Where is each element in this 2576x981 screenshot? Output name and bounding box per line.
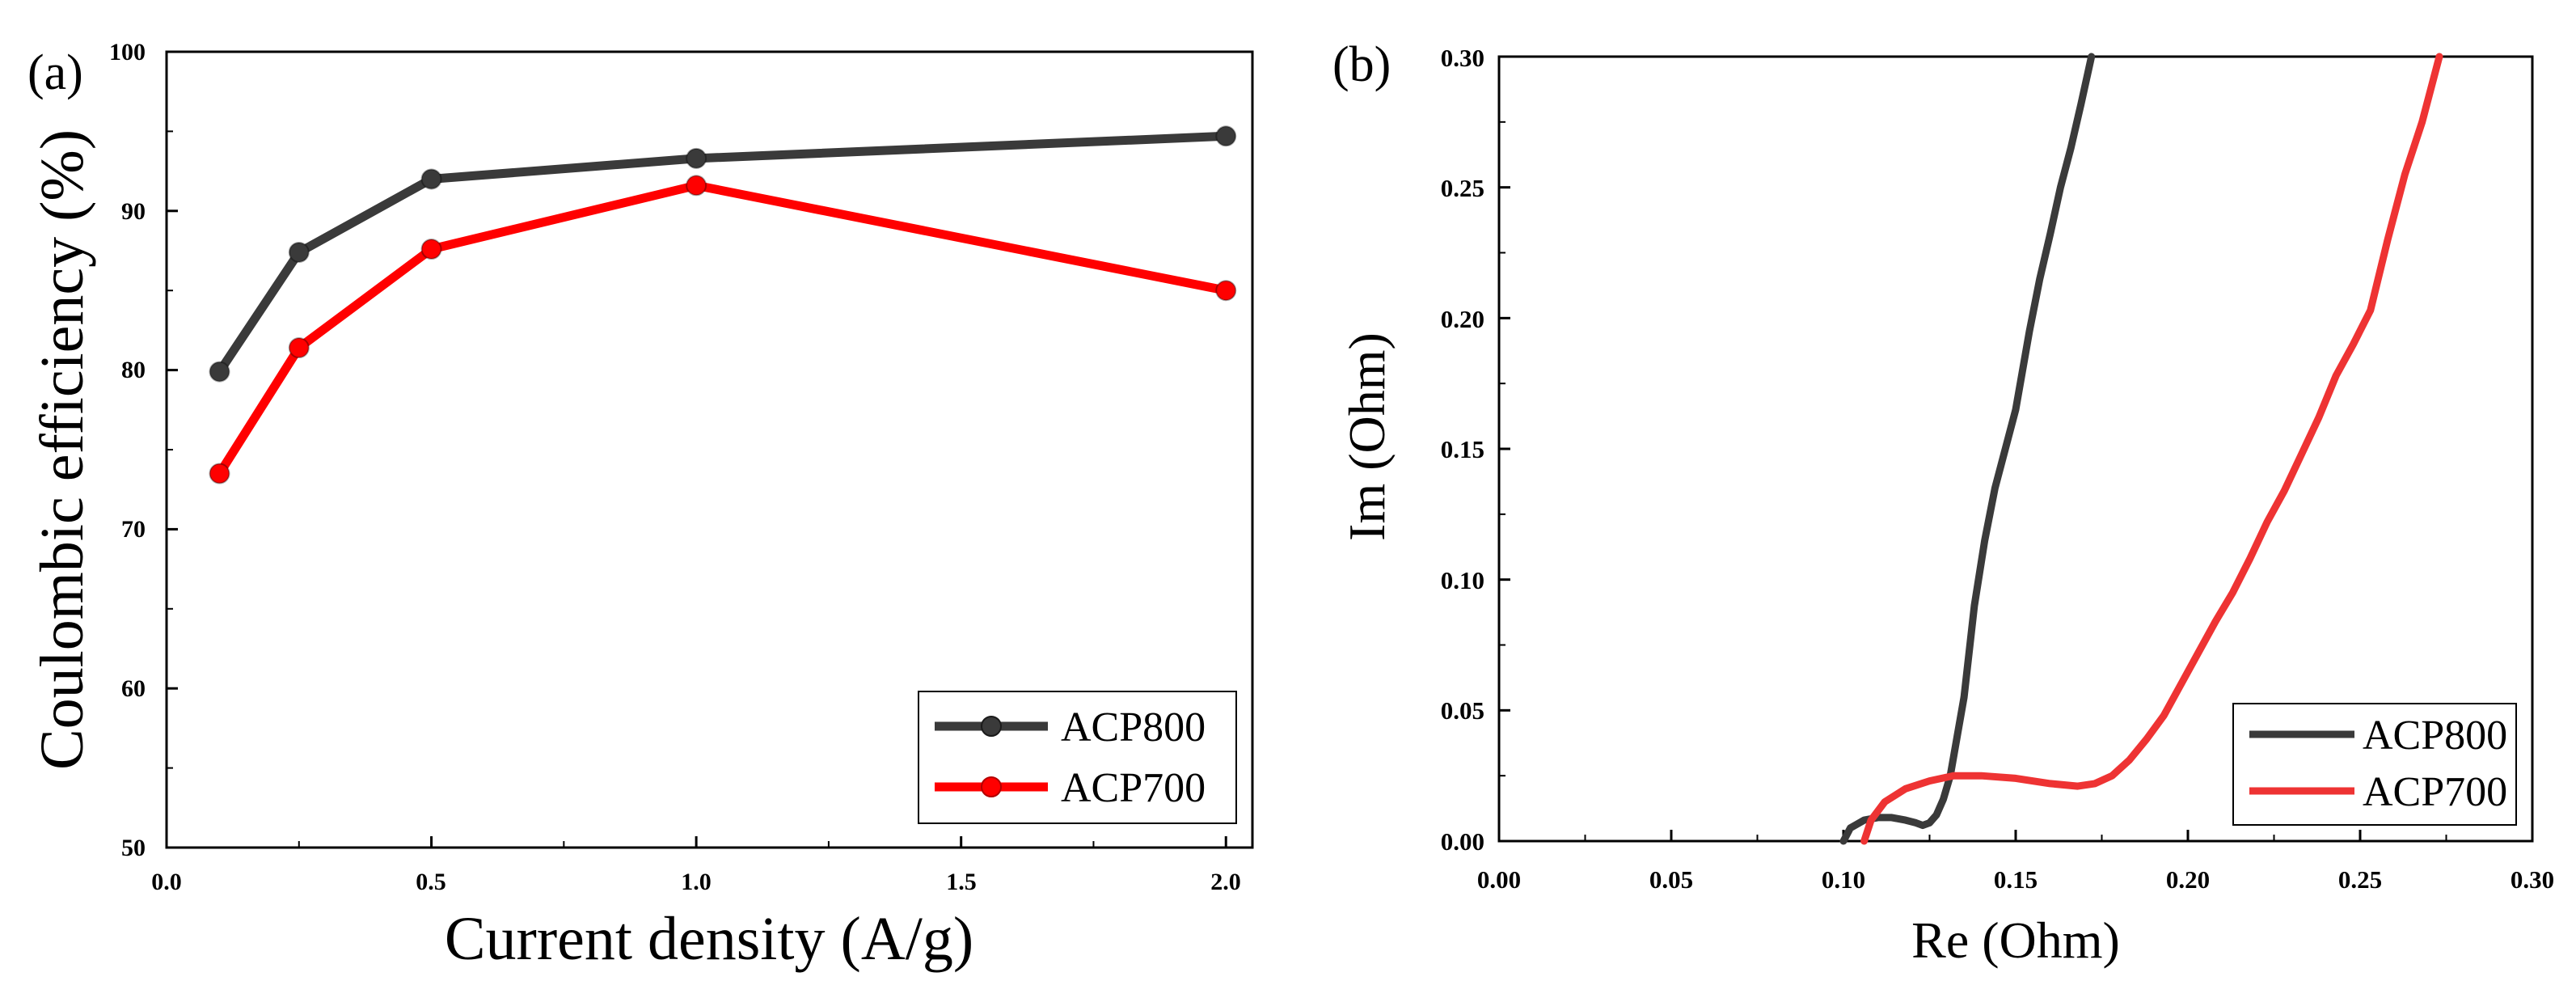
panel-a-y-axis-label: Coulombic efficiency (%) xyxy=(28,129,96,770)
panel-a-series-line-acp800 xyxy=(215,131,1231,377)
panel-a-x-tick-label: 0.0 xyxy=(151,869,182,895)
panel-a-data-point-acp800 xyxy=(209,361,230,383)
panel-a-data-point-acp800 xyxy=(686,147,707,169)
panel-a-label: (a) xyxy=(27,45,83,100)
panel-a-series xyxy=(209,125,1237,484)
panel-b-y-tick-label: 0.30 xyxy=(1441,44,1484,72)
panel-a-data-point-acp700 xyxy=(1215,280,1237,302)
panel-a-legend-marker-acp700 xyxy=(981,776,1002,797)
panel-b-series-line-acp800 xyxy=(1839,53,2096,845)
panel-b-legend: ACP800 ACP700 xyxy=(2232,703,2517,826)
panel-a-y-tick-label: 50 xyxy=(121,835,146,861)
panel-a-x-tick-label: 1.0 xyxy=(681,869,712,895)
panel-a-ticks xyxy=(165,50,1227,849)
panel-b-x-tick-label: 0.15 xyxy=(1994,865,2038,894)
panel-a-data-point-acp700 xyxy=(420,239,442,260)
panel-a-legend-label-acp700: ACP700 xyxy=(1061,765,1206,811)
panel-a-series-line-acp700 xyxy=(215,180,1231,478)
panel-a-data-point-acp700 xyxy=(288,337,310,359)
panel-a-coulombic-efficiency-chart: (a) 50 60 70 80 90 100 0.0 0.5 1.0 1.5 2… xyxy=(27,39,1254,973)
panel-a-y-tick-label: 100 xyxy=(109,39,146,66)
panel-b-x-axis-label: Re (Ohm) xyxy=(1911,911,2120,969)
panel-a-data-point-acp700 xyxy=(686,175,707,197)
panel-b-legend-label-acp700: ACP700 xyxy=(2363,769,2507,815)
panel-a-data-point-acp700 xyxy=(209,463,230,484)
panel-b-y-tick-label: 0.15 xyxy=(1441,435,1484,463)
panel-a-legend-marker-acp800 xyxy=(981,716,1002,737)
panel-a-x-tick-label: 2.0 xyxy=(1210,869,1241,895)
panel-a-x-axis-label: Current density (A/g) xyxy=(445,905,973,973)
panel-a-x-tick-label: 1.5 xyxy=(946,869,977,895)
panel-a-y-tick-label: 70 xyxy=(121,516,146,543)
panel-b-x-tick-label: 0.20 xyxy=(2166,865,2210,894)
panel-b-x-tick-label: 0.05 xyxy=(1649,865,1693,894)
panel-a-y-tick-label: 80 xyxy=(121,357,146,383)
panel-b-legend-label-acp800: ACP800 xyxy=(2363,712,2507,759)
panel-a-data-point-acp800 xyxy=(1215,125,1237,147)
panel-a-y-tick-label: 60 xyxy=(121,675,146,702)
panel-b-x-tick-label: 0.10 xyxy=(1822,865,1865,894)
panel-b-series-line-acp700 xyxy=(1860,53,2443,845)
panel-a-y-tick-label: 90 xyxy=(121,198,146,225)
panel-a-legend-label-acp800: ACP800 xyxy=(1061,704,1206,751)
panel-b-x-tick-label: 0.30 xyxy=(2511,865,2554,894)
panel-a-data-point-acp800 xyxy=(288,241,310,263)
panel-b-y-axis-label: Im (Ohm) xyxy=(1338,332,1396,541)
panel-a-legend: ACP800 ACP700 xyxy=(918,691,1237,824)
panel-b-impedance-chart: (b) 0.00 0.05 0.10 0.15 0.20 0.25 0.30 0… xyxy=(1332,37,2554,969)
panel-b-y-tick-label: 0.10 xyxy=(1441,566,1484,594)
panel-a-data-point-acp800 xyxy=(420,168,442,190)
panel-b-legend-box xyxy=(2232,703,2517,826)
panel-b-series xyxy=(1839,53,2443,845)
panel-a-x-tick-label: 0.5 xyxy=(416,869,446,895)
panel-b-y-tick-label: 0.20 xyxy=(1441,305,1484,333)
panel-b-y-tick-label: 0.25 xyxy=(1441,174,1484,202)
panel-b-y-tick-label: 0.05 xyxy=(1441,696,1484,725)
panel-b-label: (b) xyxy=(1332,37,1391,92)
panel-b-x-tick-label: 0.00 xyxy=(1477,865,1521,894)
panel-a-legend-box xyxy=(918,691,1237,824)
panel-b-x-tick-label: 0.25 xyxy=(2338,865,2382,894)
panel-b-y-tick-label: 0.00 xyxy=(1441,827,1484,856)
